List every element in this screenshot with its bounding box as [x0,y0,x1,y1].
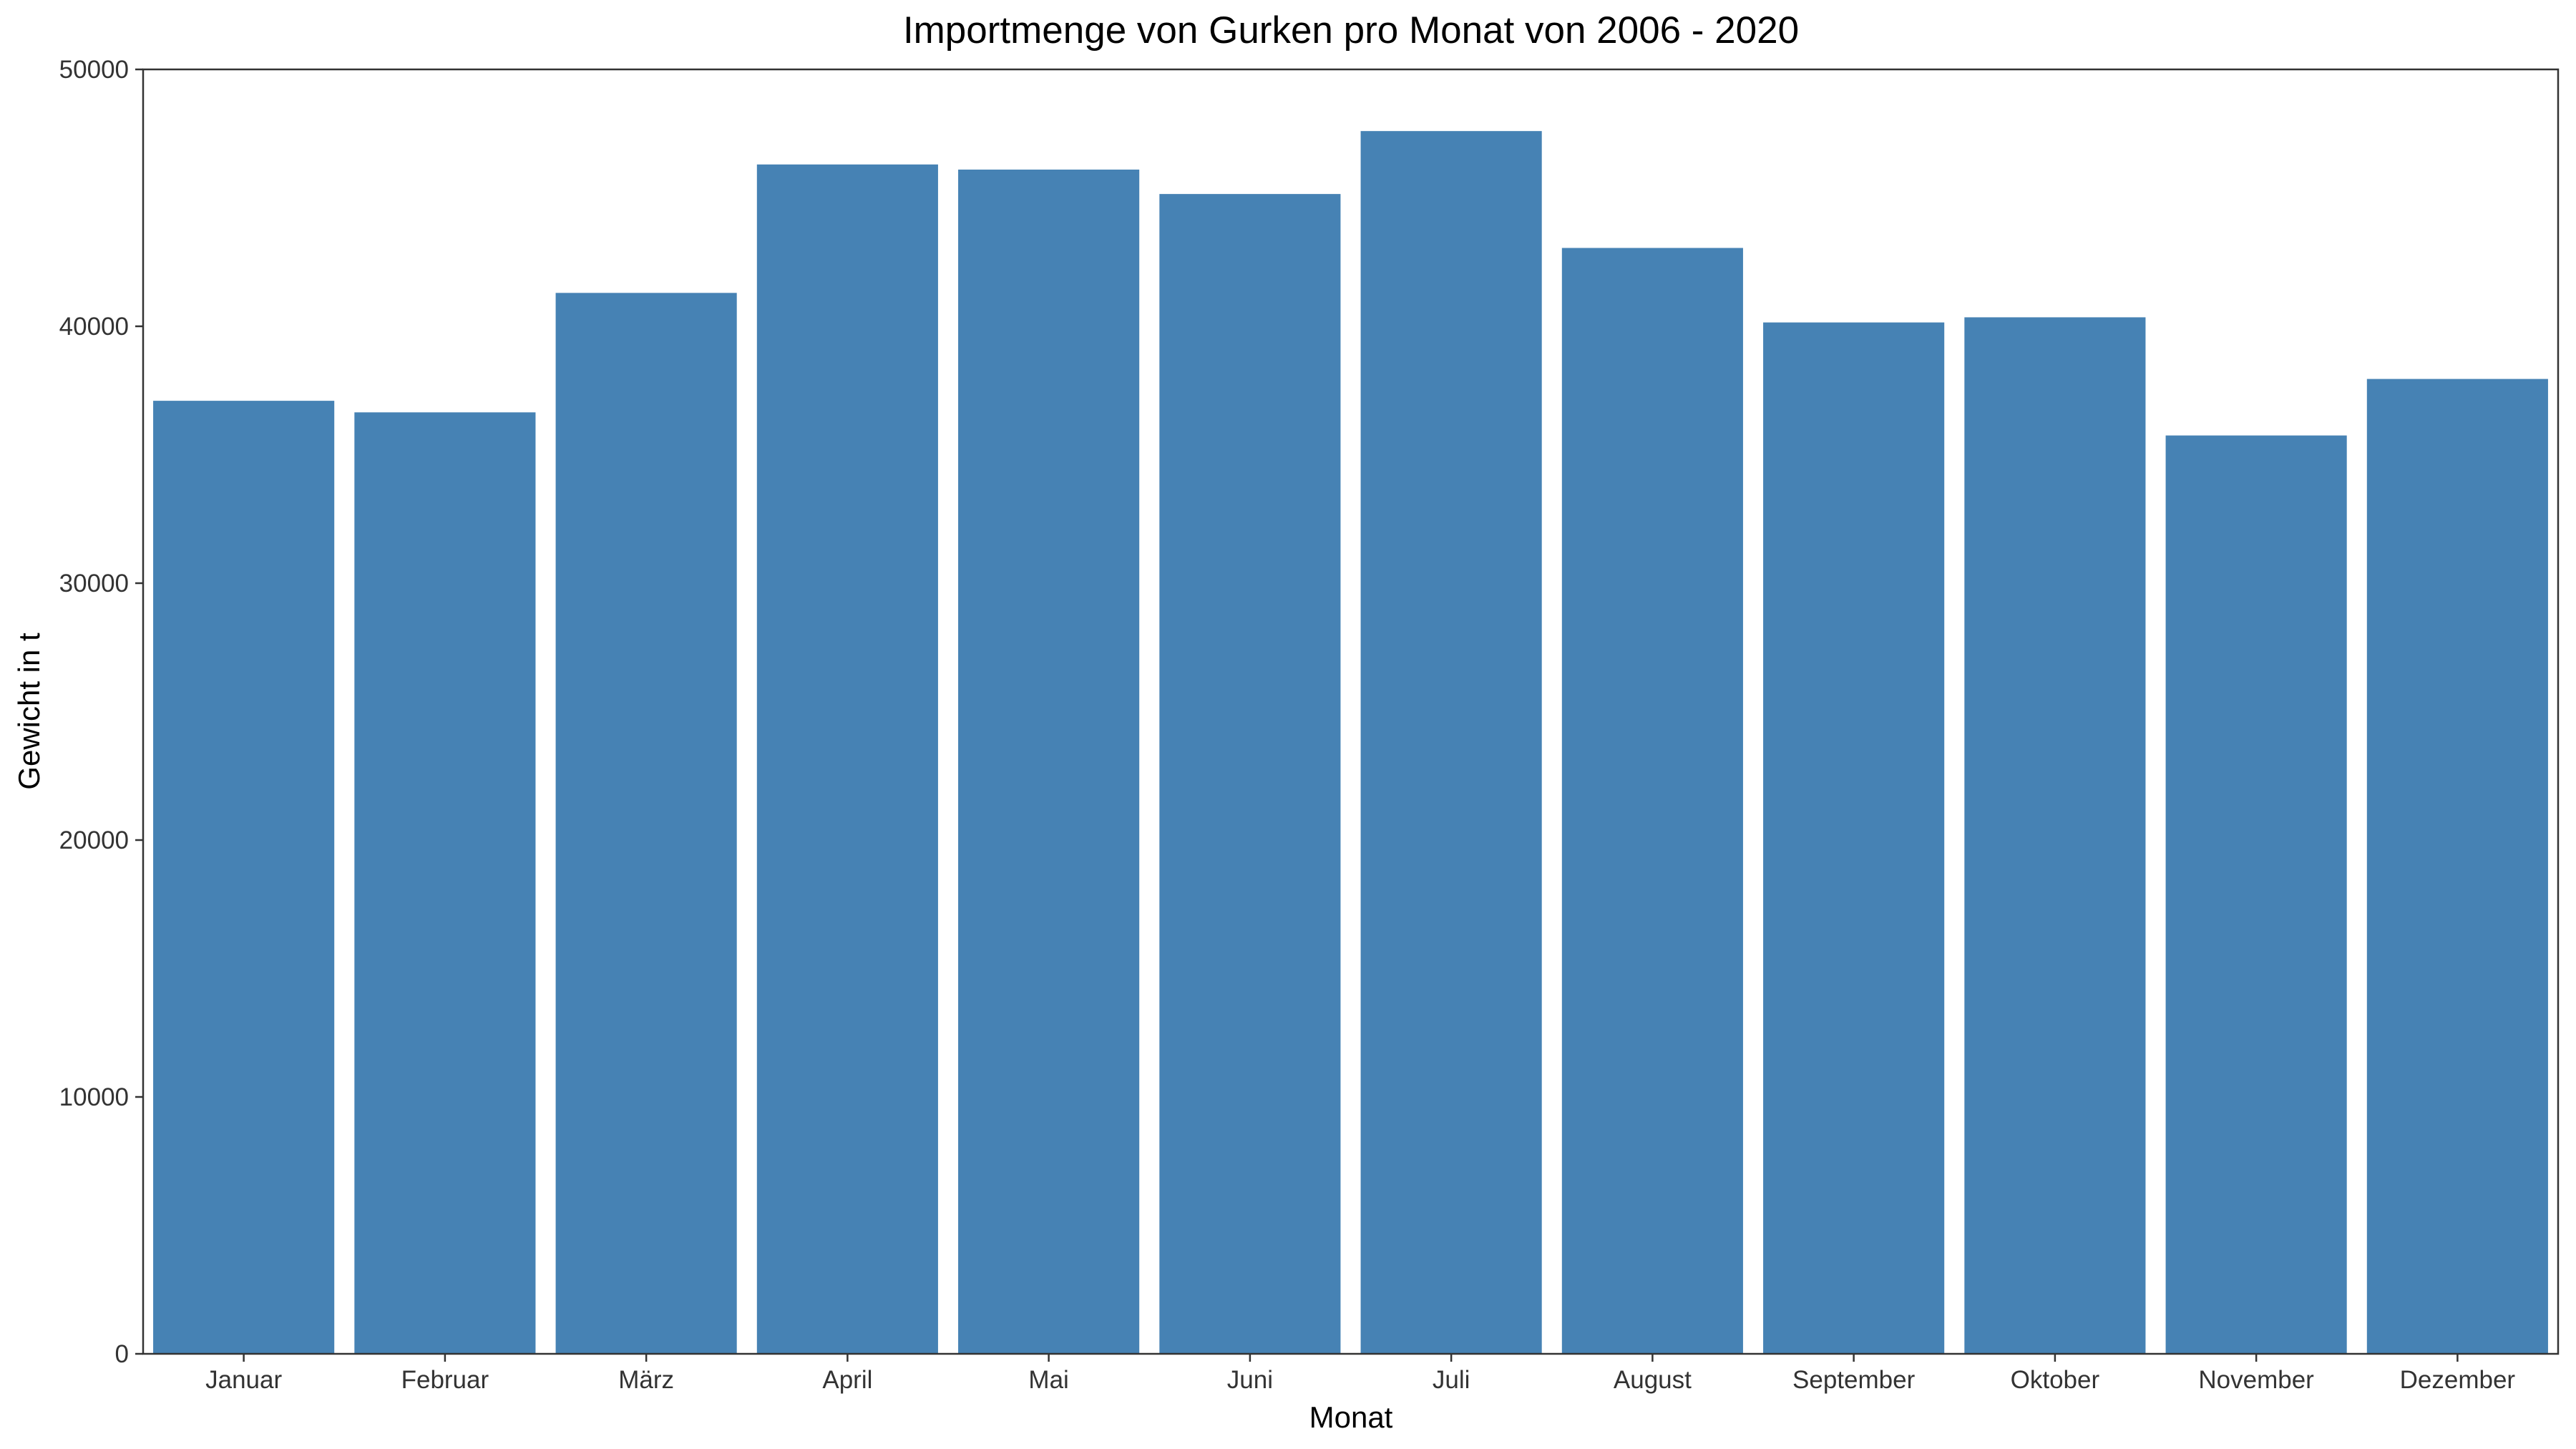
bar-8 [1763,322,1945,1354]
y-tick-label-3: 30000 [59,570,129,597]
bar-3 [756,164,938,1355]
x-tick-label-11: Dezember [2400,1366,2516,1394]
x-tick-label-5: Juni [1227,1366,1273,1394]
y-axis-title: Gewicht in t [12,633,46,790]
bar-1 [354,412,536,1354]
plot-border [142,68,2560,1355]
x-tick-label-6: Juli [1433,1366,1470,1394]
bar-7 [1561,248,1743,1354]
bar-9 [1964,317,2146,1355]
x-tick-label-2: März [618,1366,674,1394]
bar-5 [1159,194,1341,1354]
x-tick-label-7: August [1614,1366,1692,1394]
bars-group [153,131,2548,1355]
bar-11 [2366,379,2548,1354]
y-tick-label-4: 40000 [59,313,129,341]
y-tick-label-1: 10000 [59,1083,129,1111]
x-tick-label-0: Januar [205,1366,282,1394]
y-axis: 0 10000 20000 30000 40000 50000 [59,56,143,1368]
chart-title: Importmenge von Gurken pro Monat von 200… [903,9,1799,52]
bar-10 [2165,435,2347,1354]
x-tick-label-8: September [1792,1366,1916,1394]
x-axis: Januar Februar März April Mai Juni Juli August S… [205,1354,2515,1394]
y-tick-label-2: 20000 [59,826,129,854]
y-tick-label-0: 0 [115,1340,129,1368]
bar-4 [958,170,1140,1354]
bar-6 [1360,131,1542,1354]
plot-area: 0 10000 20000 30000 40000 50000 Januar Februar… [59,56,2560,1394]
x-axis-title: Monat [1309,1400,1393,1434]
x-tick-label-9: Oktober [2011,1366,2100,1394]
x-tick-label-1: Februar [401,1366,489,1394]
y-tick-label-5: 50000 [59,56,129,84]
x-tick-label-10: November [2198,1366,2314,1394]
x-tick-label-3: April [822,1366,872,1394]
bar-2 [555,293,737,1355]
plot-panel [143,69,2558,1354]
bar-0 [153,401,335,1354]
x-tick-label-4: Mai [1028,1366,1068,1394]
